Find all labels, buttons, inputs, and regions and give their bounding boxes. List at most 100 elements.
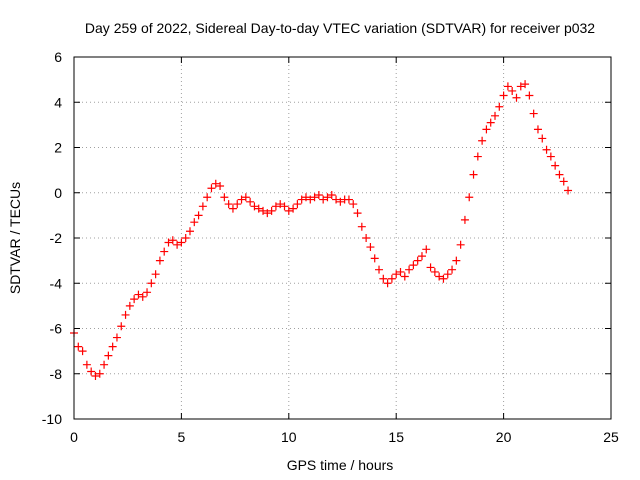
data-point	[564, 186, 573, 195]
data-point	[538, 134, 547, 143]
data-point	[87, 367, 96, 376]
data-point	[117, 322, 126, 331]
data-point	[495, 102, 504, 111]
data-point	[91, 372, 100, 381]
data-point	[173, 240, 182, 249]
data-point	[164, 238, 173, 247]
data-point	[121, 310, 130, 319]
data-point	[276, 200, 285, 209]
data-point	[237, 195, 246, 204]
data-point	[323, 193, 332, 202]
data-point	[443, 270, 452, 279]
y-tick-label: 0	[54, 185, 62, 201]
x-tick-label: 25	[603, 429, 619, 445]
data-point	[228, 204, 237, 213]
data-point	[289, 204, 298, 213]
data-point	[271, 202, 280, 211]
data-point	[387, 274, 396, 283]
data-point	[396, 267, 405, 276]
data-point	[254, 204, 263, 213]
data-point	[503, 82, 512, 91]
data-points	[70, 80, 573, 381]
x-tick-label: 20	[496, 429, 512, 445]
data-point	[383, 279, 392, 288]
data-point	[310, 193, 319, 202]
data-point	[362, 234, 371, 242]
data-point	[469, 170, 478, 179]
y-tick-label: 2	[54, 140, 62, 156]
data-point	[491, 111, 500, 120]
data-point	[306, 195, 315, 204]
data-point	[456, 240, 465, 249]
data-point	[185, 227, 194, 236]
data-point	[430, 267, 439, 276]
data-point	[482, 125, 491, 134]
data-point	[250, 202, 259, 211]
data-point	[426, 263, 435, 272]
data-point	[95, 369, 104, 378]
data-point	[194, 211, 203, 220]
data-point	[147, 279, 156, 288]
data-point	[267, 206, 276, 215]
data-point	[143, 288, 152, 297]
data-point	[405, 265, 414, 274]
data-point	[465, 193, 474, 202]
data-point	[344, 195, 353, 204]
data-point	[224, 200, 233, 209]
data-point	[379, 274, 388, 283]
data-point	[542, 145, 551, 154]
data-point	[512, 93, 521, 102]
data-point	[259, 206, 268, 215]
data-point	[521, 80, 530, 89]
grid	[74, 57, 611, 419]
data-point	[533, 125, 542, 134]
data-point	[460, 215, 469, 224]
data-point	[125, 301, 134, 310]
data-point	[370, 254, 379, 263]
data-point	[216, 181, 225, 190]
data-point	[478, 136, 487, 145]
data-point	[284, 206, 293, 215]
x-tick-label: 15	[388, 429, 404, 445]
data-point	[155, 256, 164, 265]
data-point	[499, 91, 508, 100]
data-point	[332, 195, 341, 204]
data-point	[233, 200, 242, 209]
data-point	[241, 193, 250, 202]
data-point	[375, 265, 384, 274]
data-point	[555, 170, 564, 179]
data-point	[546, 152, 555, 161]
x-tick-label: 10	[281, 429, 297, 445]
data-point	[551, 161, 560, 170]
data-point	[301, 193, 310, 202]
data-point	[452, 256, 461, 265]
data-point	[138, 292, 147, 301]
data-point	[112, 333, 121, 342]
data-point	[559, 177, 568, 186]
data-point	[422, 245, 431, 254]
data-point	[134, 290, 143, 299]
data-point	[151, 270, 160, 279]
data-point	[130, 295, 139, 304]
x-axis-label: GPS time / hours	[287, 457, 394, 473]
data-point	[439, 274, 448, 283]
data-point	[211, 179, 220, 188]
x-tick-label: 0	[70, 429, 78, 445]
series-sdtvar	[70, 80, 573, 381]
data-point	[263, 209, 272, 218]
data-point	[417, 252, 426, 261]
chart-title: Day 259 of 2022, Sidereal Day-to-day VTE…	[85, 20, 595, 36]
data-point	[448, 265, 457, 274]
data-point	[336, 197, 345, 206]
data-point	[177, 238, 186, 247]
axis-ticks: 0 5 10 15 20 25 -10 -8 -6 -4 -2 0 2 4 6	[42, 49, 619, 445]
data-point	[349, 200, 358, 209]
y-tick-label: 4	[54, 94, 62, 110]
data-point	[160, 247, 169, 256]
data-point	[486, 118, 495, 127]
data-point	[366, 243, 375, 252]
data-point	[357, 222, 366, 231]
data-point	[100, 360, 109, 369]
data-point	[168, 236, 177, 245]
y-tick-label: -2	[50, 230, 63, 246]
